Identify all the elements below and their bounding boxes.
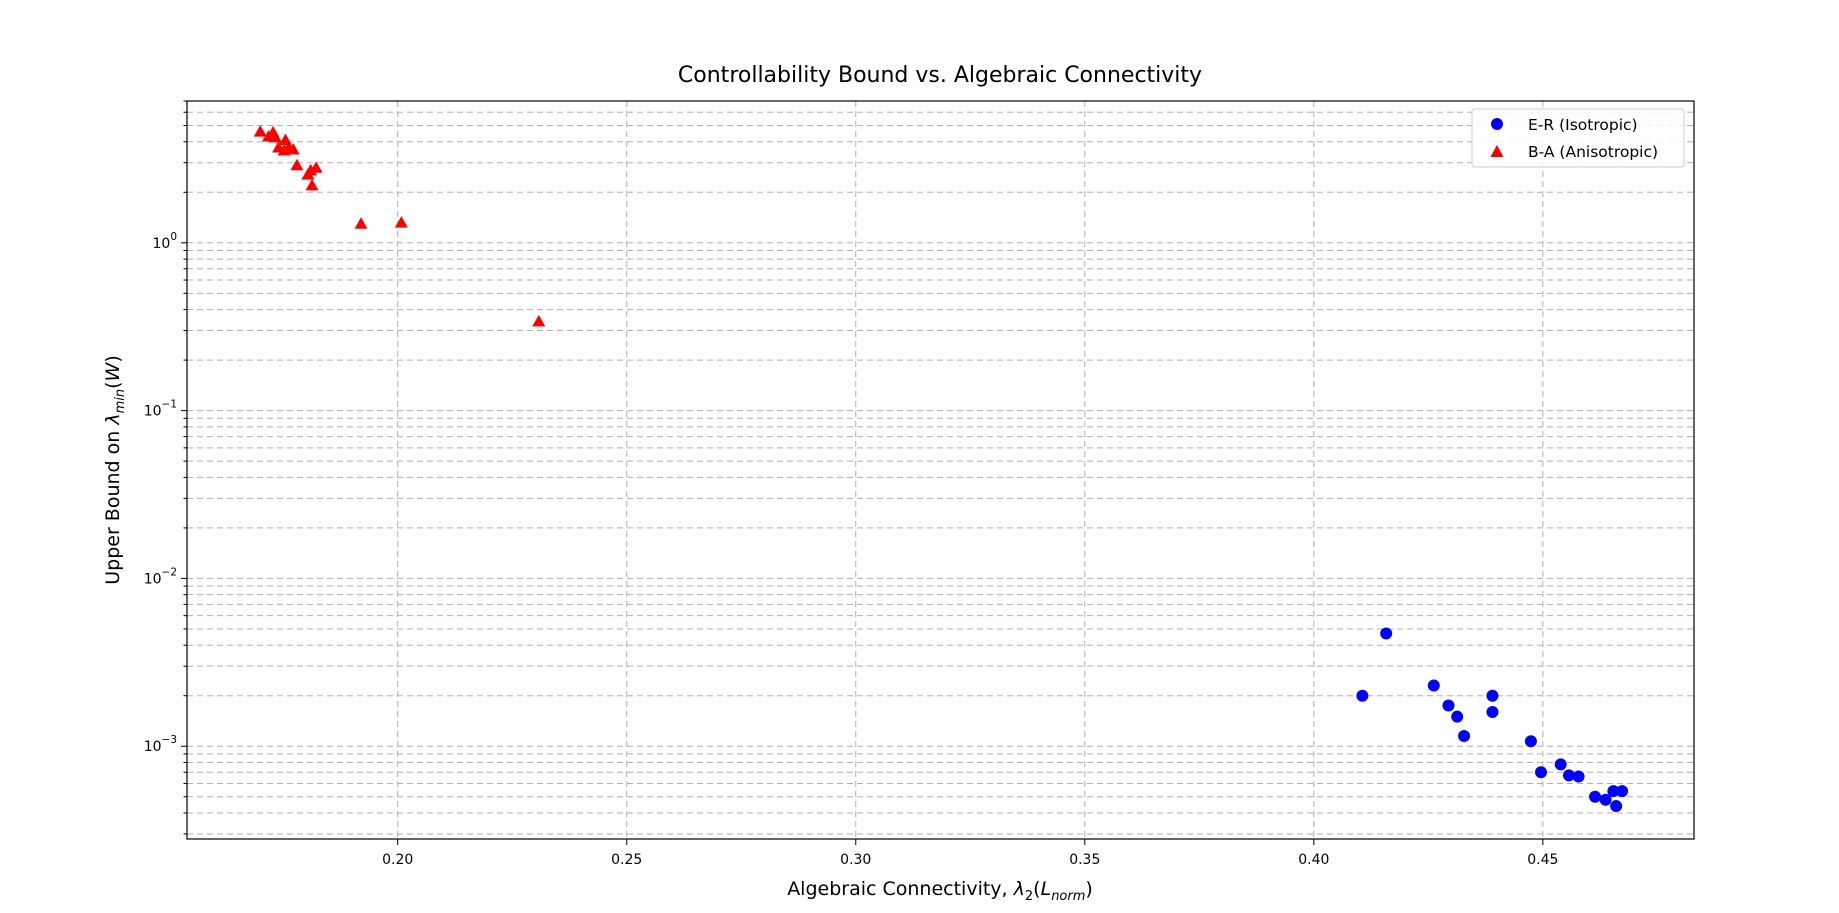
er-data-point <box>1380 627 1393 640</box>
y-axis-label-subscript: min <box>113 389 128 414</box>
er-data-point <box>1607 785 1620 798</box>
ba-data-point <box>305 178 319 191</box>
x-tick-label: 0.45 <box>1527 852 1558 868</box>
y-axis-label-argument: W <box>102 361 124 381</box>
plot-frame <box>186 100 1695 840</box>
y-tick-base: 10 <box>152 236 170 252</box>
legend-circle-marker <box>1491 118 1503 130</box>
ba-data-point <box>286 142 300 155</box>
grid <box>187 100 1694 839</box>
ba-data-point <box>532 314 546 327</box>
x-axis-label-main: Algebraic Connectivity, <box>787 878 1013 900</box>
ba-data-point <box>394 216 408 228</box>
x-tick-label: 0.40 <box>1298 852 1329 868</box>
y-tick-exponent: 0 <box>170 231 177 243</box>
y-tick-label: 10−2 <box>144 566 177 587</box>
x-axis-label-subscript: 2 <box>1025 889 1033 904</box>
legend-item-ba: B-A (Anisotropic) <box>1490 143 1658 161</box>
er-data-point <box>1486 705 1499 718</box>
y-axis-label-main: Upper Bound on <box>102 425 124 585</box>
er-data-point <box>1562 769 1575 782</box>
er-data-point <box>1427 679 1440 692</box>
er-data-point <box>1442 699 1455 712</box>
legend-label-er: E-R (Isotropic) <box>1528 116 1638 134</box>
legend-label-ba: B-A (Anisotropic) <box>1528 143 1658 161</box>
x-tick-label: 0.20 <box>382 852 413 868</box>
ba-data-point <box>290 158 304 171</box>
legend-item-er: E-R (Isotropic) <box>1491 116 1638 134</box>
x-axis-label: Algebraic Connectivity, λ2(Lnorm) <box>787 878 1093 904</box>
y-tick-base: 10 <box>144 571 162 587</box>
y-tick-base: 10 <box>144 739 162 755</box>
er-data-point <box>1486 689 1499 702</box>
y-tick-label: 10−1 <box>144 399 177 420</box>
er-data-point <box>1524 735 1537 748</box>
er-data-point <box>1572 770 1585 783</box>
ba-data-point <box>253 125 267 137</box>
er-data-point <box>1610 800 1623 813</box>
x-tick-label: 0.35 <box>1069 852 1100 868</box>
y-tick-exponent: −3 <box>162 734 177 746</box>
er-data-point <box>1599 793 1612 806</box>
data-points <box>253 125 1629 813</box>
x-axis-label-symbol: λ <box>1013 878 1025 900</box>
y-tick-exponent: −2 <box>162 566 177 578</box>
x-axis-label-open-paren: ( <box>1033 878 1040 900</box>
er-data-point <box>1589 790 1602 803</box>
x-axis-label-argument-subscript: norm <box>1051 889 1085 904</box>
legend-box <box>1471 108 1685 168</box>
y-axis-label-close-paren: ) <box>102 355 124 362</box>
er-data-point <box>1451 710 1464 723</box>
ba-data-point <box>268 130 282 143</box>
ba-data-point <box>309 161 323 173</box>
y-tick-base: 10 <box>144 404 162 420</box>
legend-triangle-marker <box>1490 145 1504 157</box>
er-data-point <box>1616 785 1629 798</box>
legend: E-R (Isotropic) B-A (Anisotropic) <box>1471 108 1685 168</box>
er-data-point <box>1554 758 1567 771</box>
y-axis-label-symbol: λ <box>102 413 124 425</box>
er-data-point <box>1356 689 1369 702</box>
y-tick-exponent: −1 <box>162 399 177 411</box>
ba-data-point <box>354 217 368 229</box>
x-axis-ticks: 0.20 0.25 0.30 0.35 0.40 0.45 <box>382 839 1558 868</box>
x-tick-label: 0.25 <box>611 852 642 868</box>
x-tick-label: 0.30 <box>840 852 871 868</box>
x-axis-label-argument: L <box>1041 878 1052 900</box>
x-axis-label-close-paren: ) <box>1085 878 1092 900</box>
y-axis-label-open-paren: ( <box>102 381 124 388</box>
er-data-point <box>1458 730 1471 743</box>
y-tick-label: 100 <box>152 231 177 252</box>
er-data-point <box>1535 766 1548 779</box>
y-axis-label: Upper Bound on λmin(W) <box>102 355 128 585</box>
y-tick-label: 10−3 <box>144 734 177 755</box>
chart-title: Controllability Bound vs. Algebraic Conn… <box>678 63 1202 88</box>
